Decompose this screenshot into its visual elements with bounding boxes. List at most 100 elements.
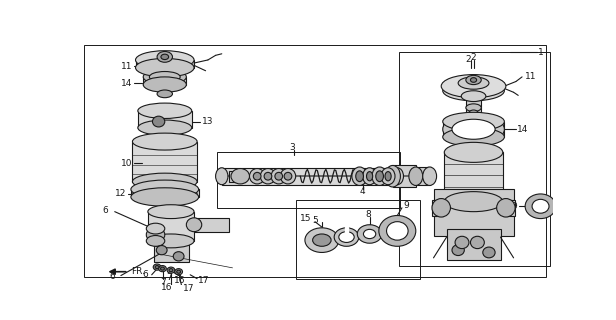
Ellipse shape [175, 268, 182, 275]
Ellipse shape [156, 245, 167, 255]
Text: 15: 15 [299, 214, 311, 223]
Ellipse shape [441, 75, 506, 98]
Bar [217, 152, 400, 208]
Text: 4: 4 [359, 187, 365, 196]
Ellipse shape [461, 91, 486, 101]
Ellipse shape [147, 236, 165, 246]
Ellipse shape [153, 264, 161, 270]
Ellipse shape [157, 52, 172, 62]
Ellipse shape [356, 171, 363, 182]
Bar [154, 239, 188, 262]
Ellipse shape [409, 167, 423, 186]
Ellipse shape [455, 236, 469, 249]
Bar [447, 229, 500, 260]
Ellipse shape [150, 71, 180, 82]
Text: 17: 17 [198, 276, 209, 285]
Text: 17: 17 [184, 284, 195, 293]
Ellipse shape [253, 172, 261, 180]
Bar [393, 165, 416, 187]
Text: 16: 16 [174, 276, 186, 285]
Ellipse shape [305, 228, 339, 252]
Ellipse shape [147, 227, 165, 243]
Ellipse shape [379, 215, 416, 246]
Bar [222, 168, 397, 185]
Text: 11: 11 [121, 62, 132, 71]
Ellipse shape [471, 236, 484, 249]
Text: 16: 16 [161, 284, 172, 292]
Text: 8: 8 [365, 210, 371, 219]
Ellipse shape [443, 81, 505, 101]
Text: 9: 9 [403, 201, 409, 210]
Bar [466, 96, 481, 113]
Text: 7: 7 [160, 278, 166, 287]
Bar [136, 60, 194, 68]
Ellipse shape [381, 168, 395, 185]
Ellipse shape [496, 198, 515, 217]
Ellipse shape [443, 112, 505, 131]
Ellipse shape [367, 172, 373, 181]
Bar [432, 200, 443, 215]
Ellipse shape [525, 194, 556, 219]
Ellipse shape [313, 234, 331, 246]
Ellipse shape [132, 133, 197, 150]
Ellipse shape [275, 172, 283, 180]
Text: 2: 2 [471, 53, 476, 62]
Ellipse shape [131, 188, 199, 206]
Ellipse shape [532, 199, 549, 213]
Text: 11: 11 [525, 72, 537, 81]
Bar [161, 84, 169, 94]
Ellipse shape [432, 198, 450, 217]
Ellipse shape [169, 268, 173, 272]
Ellipse shape [458, 77, 489, 89]
Bar [399, 52, 549, 266]
Ellipse shape [136, 59, 194, 77]
Bar [345, 227, 348, 233]
Ellipse shape [159, 266, 166, 272]
Bar [148, 212, 194, 241]
Bar [148, 228, 163, 241]
Ellipse shape [452, 119, 495, 139]
Bar [144, 77, 187, 84]
Bar [416, 167, 430, 186]
Ellipse shape [452, 245, 464, 256]
Ellipse shape [132, 173, 197, 190]
Ellipse shape [334, 228, 359, 246]
Ellipse shape [391, 168, 403, 185]
Ellipse shape [264, 172, 272, 180]
Ellipse shape [157, 90, 172, 98]
Ellipse shape [138, 120, 192, 135]
Ellipse shape [167, 267, 175, 273]
Ellipse shape [249, 169, 265, 184]
Ellipse shape [444, 192, 503, 212]
Text: 3: 3 [290, 143, 296, 152]
Ellipse shape [155, 266, 159, 268]
Ellipse shape [173, 252, 184, 261]
Ellipse shape [136, 51, 194, 69]
Ellipse shape [231, 169, 249, 184]
Bar [138, 111, 192, 128]
Bar [131, 189, 199, 197]
Text: 2: 2 [465, 55, 471, 64]
Bar [434, 188, 514, 236]
Ellipse shape [271, 169, 286, 184]
Ellipse shape [177, 270, 180, 273]
Ellipse shape [466, 104, 481, 112]
Text: 14: 14 [517, 125, 529, 134]
Ellipse shape [187, 218, 202, 232]
Ellipse shape [372, 167, 387, 186]
Text: 7: 7 [166, 273, 172, 282]
Ellipse shape [138, 103, 192, 118]
Text: 14: 14 [121, 78, 132, 88]
Ellipse shape [280, 169, 296, 184]
Bar [194, 218, 229, 232]
Ellipse shape [469, 110, 478, 116]
Bar [296, 200, 421, 279]
Ellipse shape [387, 222, 408, 240]
Ellipse shape [385, 172, 391, 181]
Ellipse shape [261, 169, 276, 184]
Ellipse shape [423, 167, 437, 186]
Ellipse shape [363, 168, 376, 185]
Bar [157, 68, 172, 77]
Text: 13: 13 [202, 117, 213, 126]
Bar [132, 141, 197, 182]
